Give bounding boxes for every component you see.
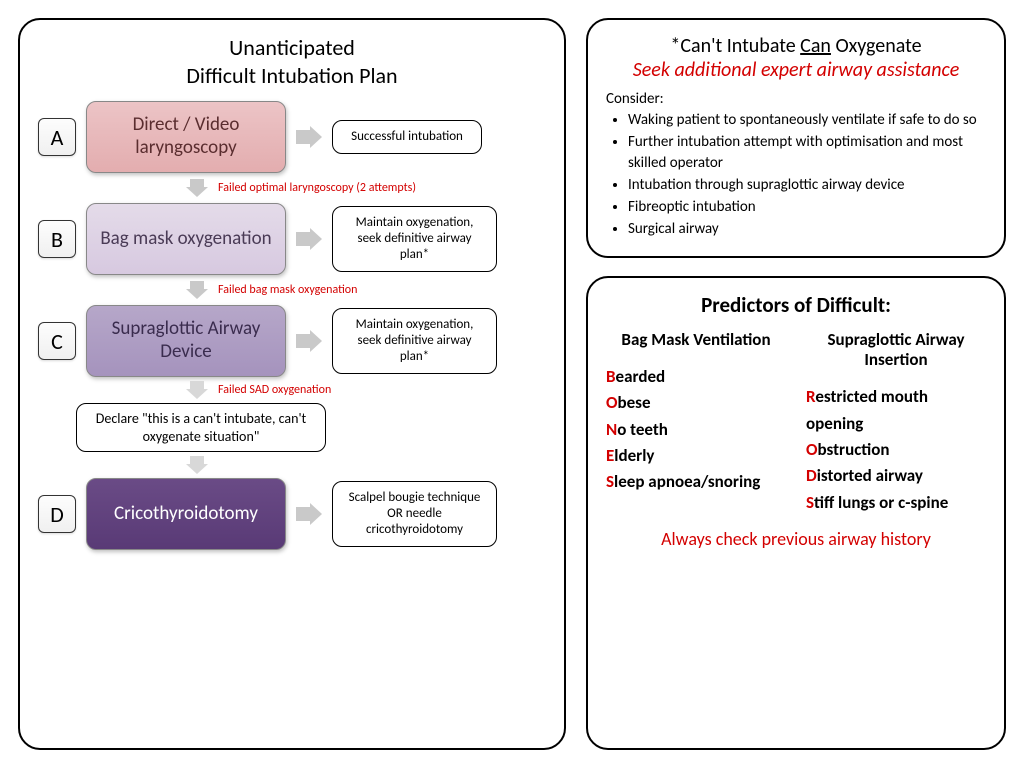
mnemonic-line: Stiff lungs or c-spine xyxy=(806,490,986,516)
fail-text-B: Failed bag mask oxygenation xyxy=(218,283,357,297)
mnemonic-line: Restricted mouth opening xyxy=(806,384,986,437)
down-arrow-B: Failed bag mask oxygenation xyxy=(186,275,546,305)
step-letter-A: A xyxy=(38,118,76,156)
predictors-col-bmv: Bag Mask Ventilation BeardedObeseNo teet… xyxy=(606,330,786,517)
mnemonic-line: Bearded xyxy=(606,364,786,390)
outcome-box-A: Successful intubation xyxy=(332,120,482,154)
col-head-bmv: Bag Mask Ventilation xyxy=(606,330,786,350)
consider-label: Consider: xyxy=(606,90,986,108)
bones-mnemonic: BeardedObeseNo teethElderlySleep apnoea/… xyxy=(606,364,786,496)
intubation-plan-panel: Unanticipated Difficult Intubation Plan … xyxy=(18,18,566,750)
right-column: *Can't Intubate Can Oxygenate Seek addit… xyxy=(586,18,1006,750)
arrow-right-icon xyxy=(296,126,322,148)
consider-item: Intubation through supraglottic airway d… xyxy=(628,175,986,195)
mnemonic-line: Sleep apnoea/snoring xyxy=(606,469,786,495)
step-box-C: Supraglottic Airway Device xyxy=(86,305,286,377)
arrow-down-icon xyxy=(186,281,208,299)
predictors-columns: Bag Mask Ventilation BeardedObeseNo teet… xyxy=(606,330,986,517)
fail-text-A: Failed optimal laryngoscopy (2 attempts) xyxy=(218,181,416,195)
arrow-right-icon xyxy=(296,330,322,352)
consider-list: Waking patient to spontaneously ventilat… xyxy=(606,110,986,240)
arrow-right-icon xyxy=(296,503,322,525)
step-box-B: Bag mask oxygenation xyxy=(86,203,286,275)
col-head-sga: Supraglottic Airway Insertion xyxy=(806,330,986,371)
predictors-col-sga: Supraglottic Airway Insertion Restricted… xyxy=(806,330,986,517)
mnemonic-line: Distorted airway xyxy=(806,463,986,489)
consider-item: Waking patient to spontaneously ventilat… xyxy=(628,110,986,130)
flow-row-B: B Bag mask oxygenation Maintain oxygenat… xyxy=(38,203,546,275)
consider-item: Further intubation attempt with optimisa… xyxy=(628,132,986,173)
cant-intubate-can-oxygenate-panel: *Can't Intubate Can Oxygenate Seek addit… xyxy=(586,18,1006,258)
outcome-box-C: Maintain oxygenation, seek definitive ai… xyxy=(332,308,497,375)
declare-box: Declare "this is a can't intubate, can't… xyxy=(76,403,326,452)
arrow-down-icon xyxy=(186,381,208,399)
arrow-down-icon xyxy=(186,456,208,474)
step-box-A: Direct / Video laryngoscopy xyxy=(86,101,286,173)
down-arrow-C: Failed SAD oxygenation xyxy=(186,377,546,403)
outcome-box-D: Scalpel bougie technique OR needle crico… xyxy=(332,481,497,548)
cio-title: *Can't Intubate Can Oxygenate xyxy=(606,34,986,58)
step-letter-B: B xyxy=(38,220,76,258)
flow-row-A: A Direct / Video laryngoscopy Successful… xyxy=(38,101,546,173)
arrow-right-icon xyxy=(296,228,322,250)
step-letter-C: C xyxy=(38,322,76,360)
cio-subtitle: Seek additional expert airway assistance xyxy=(606,58,986,82)
step-box-D: Cricothyroidotomy xyxy=(86,478,286,550)
flow-row-C: C Supraglottic Airway Device Maintain ox… xyxy=(38,305,546,377)
outcome-box-B: Maintain oxygenation, seek definitive ai… xyxy=(332,206,497,273)
always-check-footer: Always check previous airway history xyxy=(606,528,986,550)
step-letter-D: D xyxy=(38,495,76,533)
flowchart: A Direct / Video laryngoscopy Successful… xyxy=(38,101,546,550)
down-arrow-A: Failed optimal laryngoscopy (2 attempts) xyxy=(186,173,546,203)
flow-row-D: D Cricothyroidotomy Scalpel bougie techn… xyxy=(38,478,546,550)
predictors-panel: Predictors of Difficult: Bag Mask Ventil… xyxy=(586,276,1006,751)
consider-item: Fibreoptic intubation xyxy=(628,197,986,217)
down-arrow-declare xyxy=(186,452,546,478)
consider-item: Surgical airway xyxy=(628,219,986,239)
mnemonic-line: No teeth xyxy=(606,417,786,443)
mnemonic-line: Elderly xyxy=(606,443,786,469)
mnemonic-line: Obese xyxy=(606,390,786,416)
mnemonic-line: Obstruction xyxy=(806,437,986,463)
fail-text-C: Failed SAD oxygenation xyxy=(218,383,331,397)
arrow-down-icon xyxy=(186,179,208,197)
rods-mnemonic: Restricted mouth openingObstructionDisto… xyxy=(806,384,986,516)
plan-title: Unanticipated Difficult Intubation Plan xyxy=(38,34,546,89)
predictors-title: Predictors of Difficult: xyxy=(606,292,986,318)
